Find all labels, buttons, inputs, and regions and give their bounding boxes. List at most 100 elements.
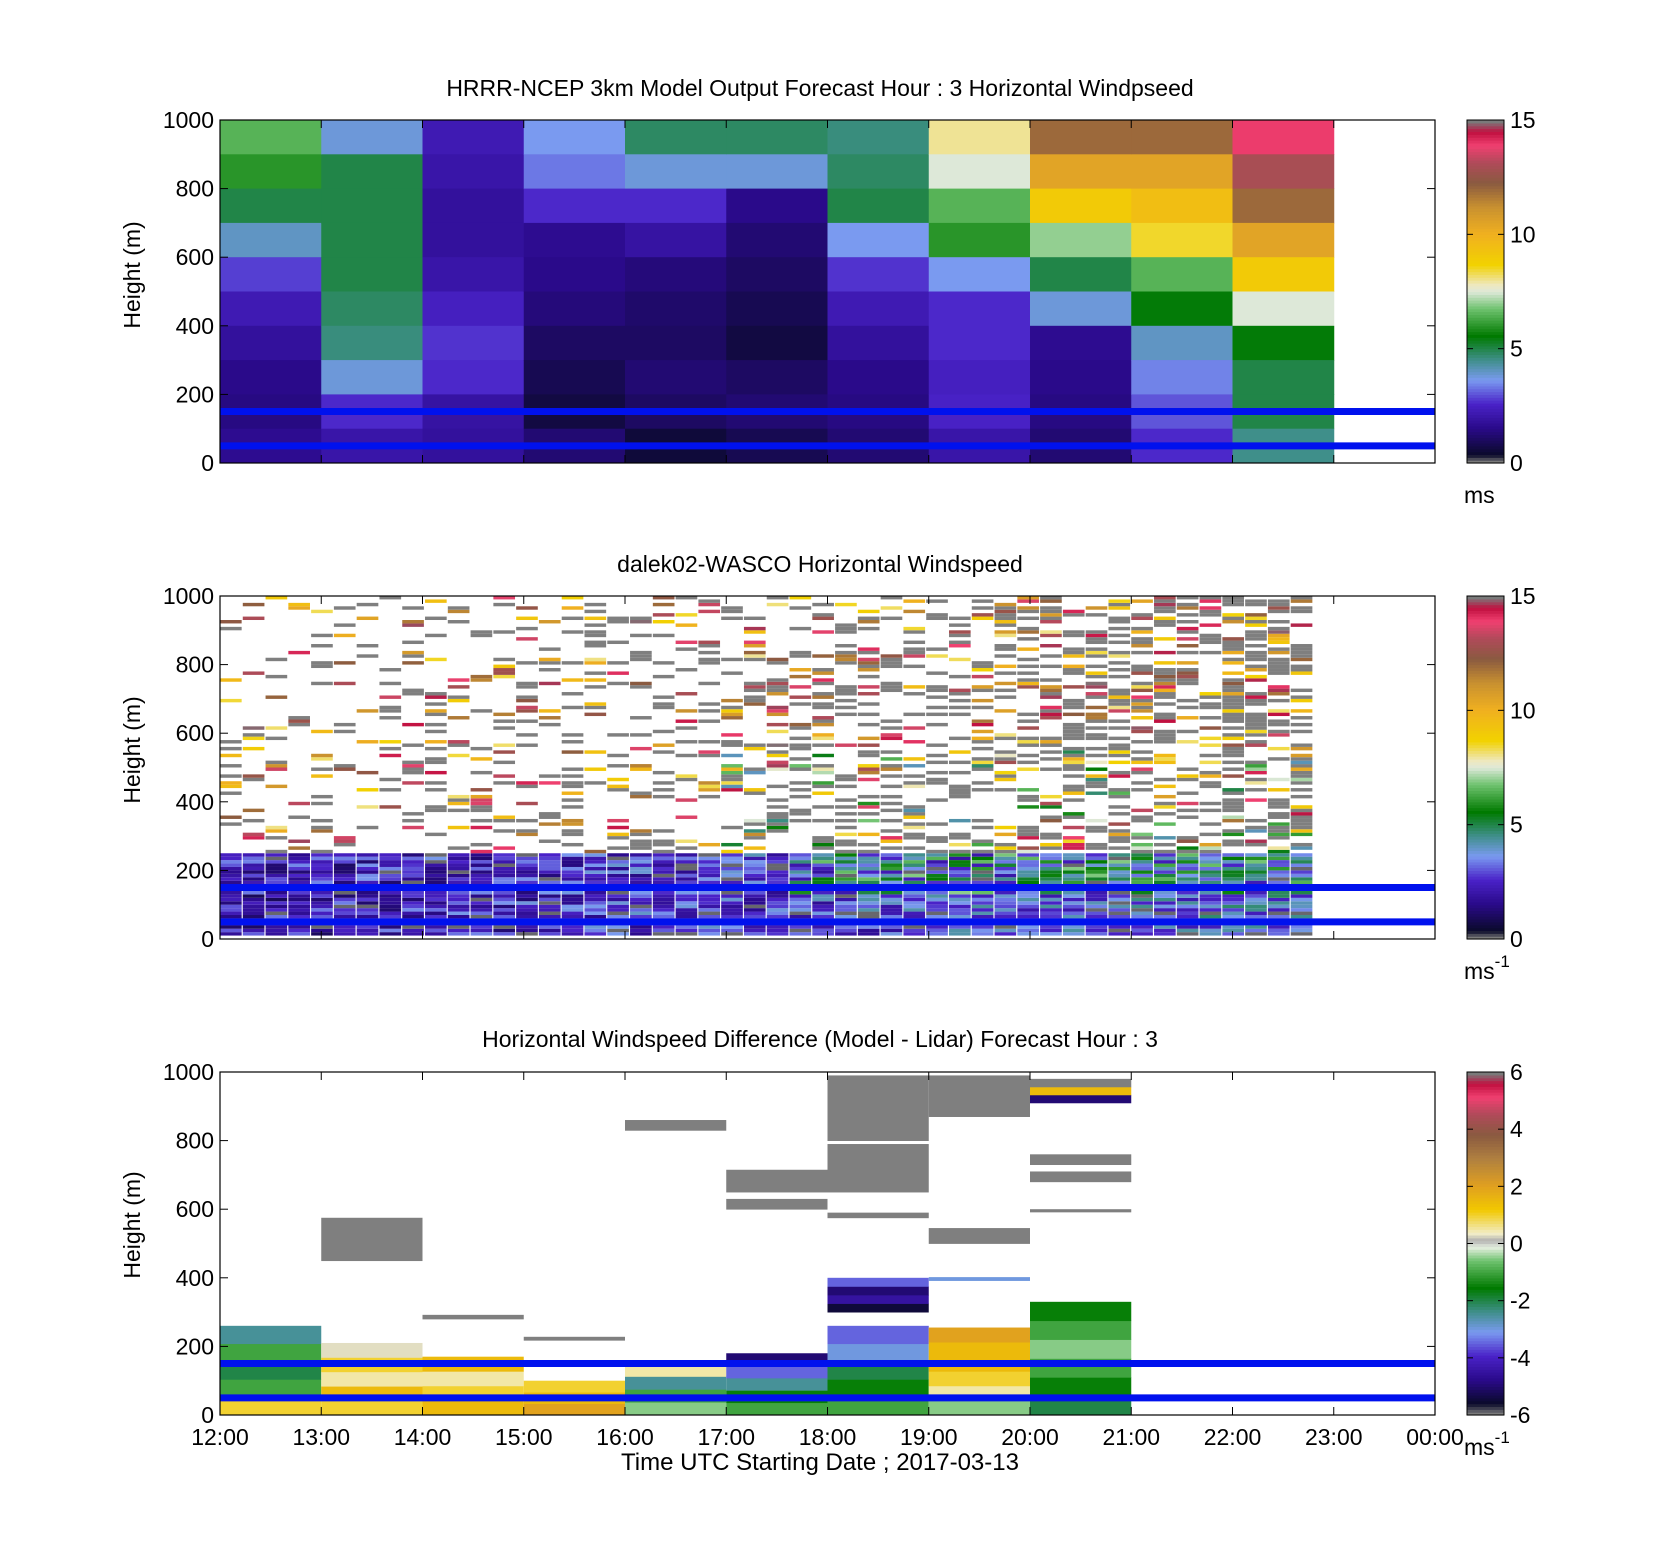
heatmap-cell bbox=[1085, 853, 1108, 857]
heatmap-cell bbox=[827, 120, 930, 155]
heatmap-cell bbox=[288, 815, 310, 819]
heatmap-cell bbox=[1085, 650, 1108, 655]
heatmap-cell bbox=[1222, 695, 1245, 699]
heatmap-cell bbox=[311, 901, 333, 905]
heatmap-cell bbox=[652, 842, 675, 847]
heatmap-cell bbox=[379, 932, 402, 936]
heatmap-cell bbox=[1131, 702, 1153, 706]
heatmap-cell bbox=[311, 860, 333, 864]
heatmap-cell bbox=[321, 257, 423, 292]
heatmap-cell bbox=[994, 908, 1017, 912]
heatmap-cell bbox=[766, 911, 789, 915]
heatmap-cell bbox=[516, 870, 538, 874]
colorbar-segment bbox=[1467, 627, 1504, 631]
heatmap-cell bbox=[288, 894, 310, 898]
heatmap-cell bbox=[903, 863, 926, 867]
heatmap-cell bbox=[402, 818, 424, 823]
heatmap-cell bbox=[994, 609, 1017, 614]
heatmap-cell bbox=[971, 908, 994, 912]
heatmap-cell bbox=[1108, 873, 1131, 878]
heatmap-cell bbox=[561, 890, 584, 895]
heatmap-cell bbox=[1154, 616, 1176, 621]
heatmap-cell bbox=[607, 832, 629, 837]
heatmap-cell bbox=[675, 719, 698, 723]
heatmap-cell bbox=[1085, 781, 1108, 785]
heatmap-cell bbox=[971, 674, 994, 679]
heatmap-cell bbox=[812, 846, 834, 850]
heatmap-cell bbox=[1267, 729, 1290, 734]
heatmap-cell bbox=[1222, 616, 1245, 621]
heatmap-cell bbox=[321, 1342, 423, 1358]
heatmap-cell bbox=[766, 863, 789, 867]
heatmap-cell bbox=[1062, 860, 1085, 864]
heatmap-cell bbox=[1245, 623, 1267, 627]
heatmap-cell bbox=[447, 716, 470, 720]
heatmap-cell bbox=[743, 657, 766, 662]
heatmap-cell bbox=[812, 890, 834, 895]
heatmap-cell bbox=[675, 640, 698, 645]
heatmap-cell bbox=[1108, 794, 1131, 799]
heatmap-cell bbox=[1108, 860, 1131, 864]
heatmap-cell bbox=[311, 609, 333, 614]
heatmap-cell bbox=[812, 705, 834, 710]
heatmap-cell bbox=[1085, 726, 1108, 730]
heatmap-cell bbox=[1131, 750, 1153, 754]
heatmap-cell bbox=[971, 860, 994, 864]
heatmap-cell bbox=[561, 856, 584, 861]
heatmap-cell bbox=[789, 925, 812, 929]
colorbar-segment bbox=[1467, 302, 1504, 307]
heatmap-cell bbox=[1290, 863, 1313, 867]
colorbar-segment bbox=[1467, 1243, 1504, 1247]
heatmap-cell bbox=[857, 849, 880, 854]
heatmap-cell bbox=[857, 685, 880, 689]
heatmap-cell bbox=[766, 753, 789, 758]
heatmap-cell bbox=[857, 812, 880, 816]
heatmap-cell bbox=[1108, 674, 1131, 679]
heatmap-cell bbox=[1017, 664, 1039, 669]
heatmap-cell bbox=[994, 736, 1017, 741]
heatmap-cell bbox=[880, 681, 903, 686]
heatmap-cell bbox=[584, 866, 607, 871]
heatmap-cell bbox=[726, 1169, 828, 1193]
heatmap-cell bbox=[379, 777, 402, 782]
heatmap-cell bbox=[1290, 760, 1313, 765]
heatmap-cell bbox=[926, 671, 948, 675]
heatmap-cell bbox=[1040, 692, 1062, 696]
heatmap-cell bbox=[1062, 870, 1085, 874]
colorbar-segment bbox=[1467, 1372, 1504, 1376]
heatmap-cell bbox=[288, 801, 310, 806]
heatmap-cell bbox=[379, 863, 402, 867]
heatmap-cell bbox=[607, 877, 629, 881]
heatmap-cell bbox=[447, 890, 470, 895]
heatmap-cell bbox=[903, 692, 926, 696]
heatmap-cell bbox=[425, 729, 447, 734]
heatmap-cell bbox=[447, 860, 470, 864]
heatmap-cell bbox=[1040, 712, 1062, 717]
colorbar-segment bbox=[1467, 1323, 1504, 1327]
heatmap-cell bbox=[1154, 822, 1176, 826]
heatmap-cell bbox=[1062, 836, 1085, 840]
heatmap-cell bbox=[1131, 866, 1153, 871]
heatmap-cell bbox=[470, 709, 493, 713]
heatmap-cell bbox=[903, 911, 926, 915]
heatmap-cell bbox=[652, 695, 675, 699]
heatmap-cell bbox=[1245, 798, 1267, 802]
heatmap-cell bbox=[470, 678, 493, 682]
heatmap-cell bbox=[402, 897, 424, 902]
heatmap-cell bbox=[1062, 705, 1085, 710]
colorbar-segment bbox=[1467, 830, 1504, 834]
heatmap-cell bbox=[333, 860, 356, 864]
heatmap-cell bbox=[1062, 733, 1085, 737]
heatmap-cell bbox=[584, 880, 607, 885]
heatmap-cell bbox=[561, 860, 584, 864]
heatmap-cell bbox=[425, 873, 447, 878]
heatmap-cell bbox=[1154, 637, 1176, 641]
heatmap-cell bbox=[698, 753, 721, 758]
heatmap-cell bbox=[1040, 743, 1062, 747]
heatmap-cell bbox=[1108, 812, 1131, 816]
heatmap-cell bbox=[1176, 863, 1199, 867]
heatmap-cell bbox=[827, 325, 930, 361]
heatmap-cell bbox=[425, 757, 447, 761]
colorbar-segment bbox=[1467, 1086, 1504, 1090]
heatmap-cell bbox=[1290, 829, 1313, 833]
